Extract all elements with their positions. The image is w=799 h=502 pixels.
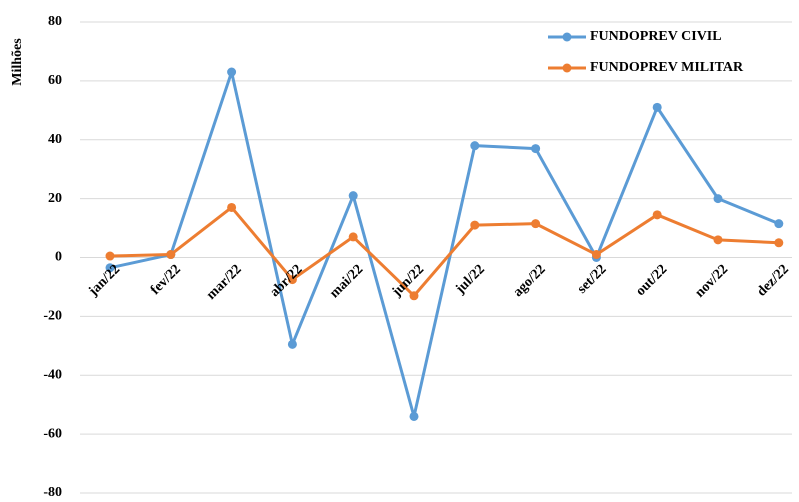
data-point <box>348 191 358 201</box>
data-point <box>105 251 115 261</box>
data-point <box>774 219 784 229</box>
data-point <box>227 202 237 212</box>
data-point <box>287 339 297 349</box>
x-tick-label: jun/22 <box>389 262 427 300</box>
data-point <box>166 250 176 260</box>
data-point <box>348 232 358 242</box>
x-tick-label: mar/22 <box>204 262 245 303</box>
y-tick-label: 0 <box>55 250 62 265</box>
data-point <box>409 291 419 301</box>
series-line <box>109 70 780 418</box>
legend-label: FUNDOPREV CIVIL <box>590 29 722 44</box>
y-tick-label: 80 <box>48 14 62 29</box>
y-tick-label: 20 <box>48 191 62 206</box>
y-tick-label: -60 <box>43 426 62 441</box>
x-tick-label: jan/22 <box>85 262 123 300</box>
data-point <box>227 67 237 77</box>
data-point <box>470 141 480 151</box>
legend-label: FUNDOPREV MILITAR <box>590 60 744 75</box>
data-point <box>409 411 419 421</box>
data-point <box>652 102 662 112</box>
y-tick-label: 60 <box>48 73 62 88</box>
x-tick-label: out/22 <box>633 262 670 299</box>
y-tick-label: 40 <box>48 132 62 147</box>
data-point <box>470 220 480 230</box>
data-point <box>713 194 723 204</box>
legend-marker <box>562 63 572 73</box>
data-point <box>531 144 541 154</box>
data-point <box>105 263 115 273</box>
data-point <box>774 238 784 248</box>
data-point <box>287 275 297 285</box>
x-tick-label: nov/22 <box>692 262 731 301</box>
data-point <box>652 210 662 220</box>
y-tick-label: -80 <box>43 485 62 497</box>
x-tick-label: fev/22 <box>148 262 184 298</box>
data-point <box>591 250 601 260</box>
x-tick-label: ago/22 <box>511 262 549 300</box>
data-point <box>531 219 541 229</box>
y-axis-label: Milhões <box>10 38 25 86</box>
x-tick-label: abr/22 <box>267 262 305 300</box>
y-tick-label: -40 <box>43 367 62 382</box>
data-point <box>713 235 723 245</box>
x-tick-label: mai/22 <box>327 262 366 301</box>
y-tick-label: -20 <box>43 309 62 324</box>
x-tick-label: jul/22 <box>452 262 488 298</box>
x-tick-label: set/22 <box>575 262 610 297</box>
series-line <box>109 205 779 298</box>
x-tick-label: dez/22 <box>754 262 792 300</box>
legend-marker <box>562 32 572 42</box>
